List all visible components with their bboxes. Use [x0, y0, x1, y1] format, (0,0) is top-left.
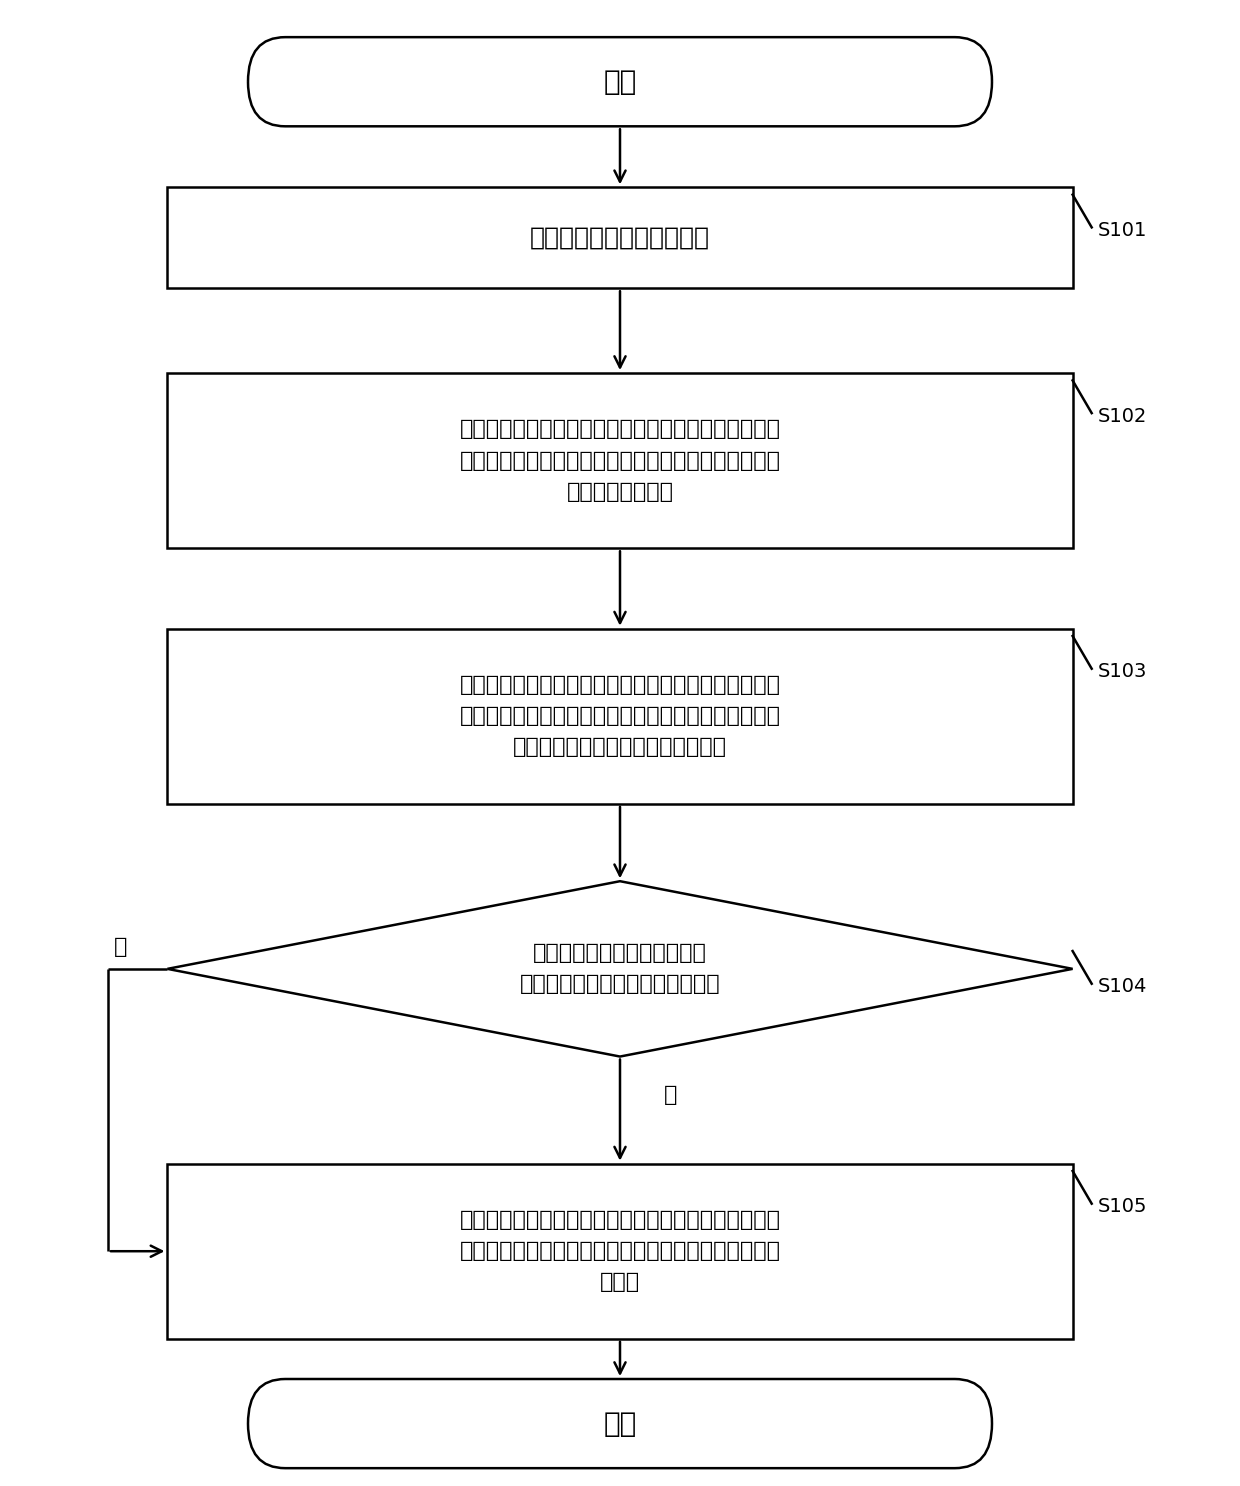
Bar — [167, 187, 1073, 288]
Text: S103: S103 — [1097, 663, 1147, 681]
FancyBboxPatch shape — [248, 37, 992, 126]
Text: 接收控制器发送的速度命令: 接收控制器发送的速度命令 — [529, 226, 711, 250]
Text: S102: S102 — [1097, 407, 1147, 425]
Polygon shape — [167, 881, 1073, 1057]
Text: 根据所述第一执行速度和所述第一轮组的实际速度计算
第一速度跟踪率，并根据所述第二执行速度和所述第二
轮组的实际速度计算第二速度跟踪率: 根据所述第一执行速度和所述第一轮组的实际速度计算 第一速度跟踪率，并根据所述第二… — [460, 675, 780, 758]
Text: 是: 是 — [114, 938, 126, 957]
Text: 根据所述速度命令控制电机驱动所述第一轮组和所述第
二轮组转动，并检测当前时刻第一轮组的实际速度和第
二轮组的实际速度: 根据所述速度命令控制电机驱动所述第一轮组和所述第 二轮组转动，并检测当前时刻第一… — [460, 419, 780, 502]
Text: 开始: 开始 — [604, 68, 636, 95]
FancyBboxPatch shape — [248, 1379, 992, 1468]
Text: 结束: 结束 — [604, 1410, 636, 1437]
Text: 调整所述第一轮组的实际速度或所述第二轮组的实际速
度，以使调整后的跟踪率差值的绝对值小于或等于第二
预设值: 调整所述第一轮组的实际速度或所述第二轮组的实际速 度，以使调整后的跟踪率差值的绝… — [460, 1210, 780, 1293]
Bar — [167, 629, 1073, 804]
Text: S105: S105 — [1097, 1198, 1147, 1216]
Bar — [167, 373, 1073, 548]
Text: S101: S101 — [1097, 221, 1147, 239]
Text: 否: 否 — [663, 1085, 677, 1106]
Text: S104: S104 — [1097, 978, 1147, 996]
Bar — [167, 1164, 1073, 1339]
Text: 判断第一根据率与第二跟踪率
的跟踪率差值是否大于第一预设值: 判断第一根据率与第二跟踪率 的跟踪率差值是否大于第一预设值 — [520, 944, 720, 994]
